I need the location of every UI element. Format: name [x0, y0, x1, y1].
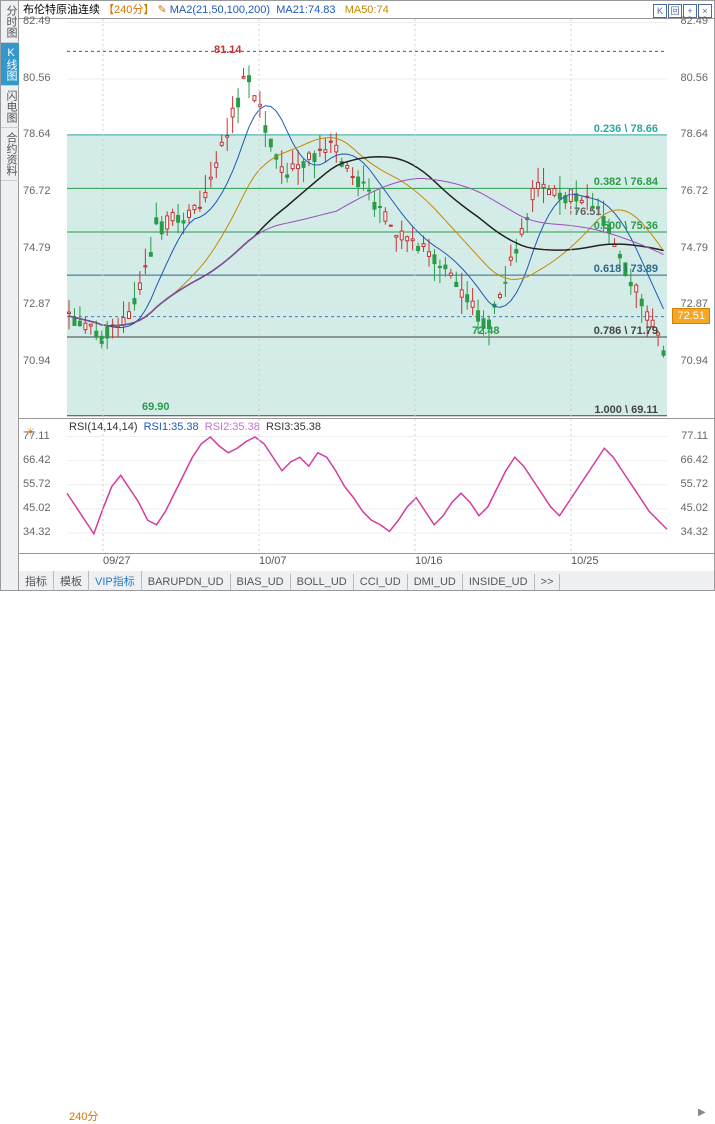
rsi-yr-0: 77.11 — [681, 430, 708, 442]
bottom-tab-5[interactable]: BOLL_UD — [291, 574, 354, 590]
bottom-tab-0[interactable]: 指标 — [19, 571, 54, 591]
x-tick-0: 09/27 — [103, 555, 131, 567]
rsi-svg — [19, 419, 715, 554]
bottom-tab-6[interactable]: CCI_UD — [354, 574, 408, 590]
left-tabs: 分时图K线图闪电图合约资料 — [1, 1, 19, 590]
x-tick-1: 10/07 — [259, 555, 287, 567]
y-right-1: 80.56 — [680, 72, 708, 84]
x-tick-3: 10/25 — [571, 555, 599, 567]
rsi-yr-2: 55.72 — [680, 478, 708, 490]
rsi-yl-2: 55.72 — [23, 478, 51, 490]
ma-config: MA2(21,50,100,200) — [170, 4, 270, 16]
bottom-tab-7[interactable]: DMI_UD — [408, 574, 463, 590]
y-right-4: 74.79 — [680, 242, 708, 254]
bottom-tab-1[interactable]: 模板 — [54, 571, 89, 591]
annot-3: 76.51 — [574, 206, 602, 218]
rsi-yr-3: 45.02 — [680, 502, 708, 514]
chart-header: 布伦特原油连续 【240分】 ✎ MA2(21,50,100,200) MA21… — [19, 1, 714, 19]
y-right-2: 78.64 — [680, 128, 708, 140]
tool-icon-1[interactable]: K — [653, 4, 667, 18]
rsi-yr-1: 66.42 — [680, 454, 708, 466]
bottom-tab-3[interactable]: BARUPDN_UD — [142, 574, 231, 590]
fib-0.500: 0.500 \ 75.36 — [594, 220, 658, 232]
fib-0.236: 0.236 \ 78.66 — [594, 123, 658, 135]
indicator-tabs: 指标模板VIP指标BARUPDN_UDBIAS_UDBOLL_UDCCI_UDD… — [19, 571, 714, 590]
bottom-tab-8[interactable]: INSIDE_UD — [463, 574, 535, 590]
ticker-name: 布伦特原油连续 — [23, 4, 100, 16]
annot-1: 69.90 — [142, 401, 170, 413]
rsi-yl-4: 34.32 — [23, 526, 51, 538]
ma21-value: MA21:74.83 — [276, 4, 335, 16]
y-left-1: 80.56 — [23, 72, 51, 84]
rsi-panel[interactable]: RSI(14,14,14) RSI1:35.38 RSI2:35.38 RSI3… — [19, 419, 714, 554]
fib-0.786: 0.786 \ 71.79 — [594, 325, 658, 337]
annot-2: 72.48 — [472, 325, 500, 337]
scroll-right-icon[interactable]: ▶ — [698, 1107, 710, 1121]
y-left-2: 78.64 — [23, 128, 51, 140]
fib-1.000: 1.000 \ 69.11 — [594, 404, 658, 416]
left-tab-1[interactable]: K线图 — [1, 43, 21, 86]
price-chart[interactable]: 72.51 82.4982.4980.5680.5678.6478.6476.7… — [19, 19, 714, 419]
y-right-3: 76.72 — [680, 185, 708, 197]
rsi-yl-1: 66.42 — [23, 454, 51, 466]
timeframe-badge: 【240分】 — [103, 4, 154, 16]
bottom-tab-2[interactable]: VIP指标 — [89, 571, 142, 591]
price-svg — [67, 19, 667, 419]
y-right-5: 72.87 — [680, 298, 708, 310]
rsi-yl-0: 77.11 — [23, 430, 50, 442]
rsi-yl-3: 45.02 — [23, 502, 51, 514]
bottom-tab-4[interactable]: BIAS_UD — [231, 574, 291, 590]
rsi-yr-4: 34.32 — [680, 526, 708, 538]
y-right-6: 70.94 — [680, 355, 708, 367]
link-icon[interactable]: ✎ — [157, 4, 166, 16]
xaxis-timeframe: 240分 — [69, 1108, 98, 1124]
y-left-4: 74.79 — [23, 242, 51, 254]
y-left-6: 70.94 — [23, 355, 51, 367]
ma50-value: MA50:74 — [345, 4, 389, 16]
x-tick-2: 10/16 — [415, 555, 443, 567]
fib-0.382: 0.382 \ 76.84 — [594, 176, 658, 188]
left-tab-0[interactable]: 分时图 — [1, 1, 21, 43]
annot-0: 81.14 — [214, 44, 242, 56]
x-axis: 240分 ▶ 09/2710/0710/1610/25 — [19, 554, 714, 572]
left-tab-3[interactable]: 合约资料 — [1, 128, 21, 181]
bottom-tab-9[interactable]: >> — [535, 574, 561, 590]
y-left-3: 76.72 — [23, 185, 51, 197]
fib-0.618: 0.618 \ 73.89 — [594, 263, 658, 275]
price-canvas — [67, 19, 666, 418]
left-tab-2[interactable]: 闪电图 — [1, 86, 21, 128]
y-left-0: 82.49 — [23, 15, 51, 27]
y-left-5: 72.87 — [23, 298, 51, 310]
y-right-0: 82.49 — [680, 15, 708, 27]
